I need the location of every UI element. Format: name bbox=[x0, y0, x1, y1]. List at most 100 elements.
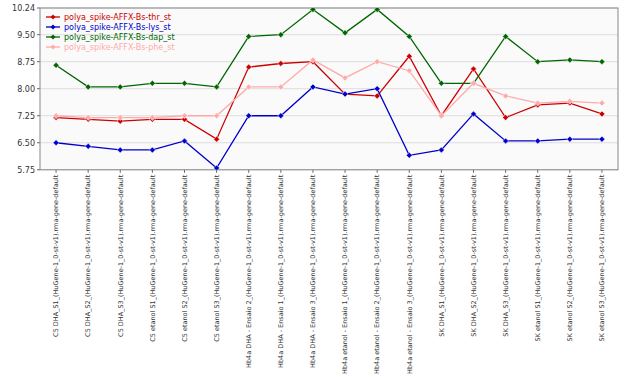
marker bbox=[182, 138, 188, 144]
x-tick-label: SK etanol S2_(HuGene-1_0-st-v1).rma-gene… bbox=[566, 174, 574, 341]
legend-marker bbox=[51, 15, 56, 20]
x-tick-label: C5 etanol S2_(HuGene-1_0-st-v1).rma-gene… bbox=[181, 174, 189, 341]
grid-line bbox=[40, 115, 618, 116]
marker bbox=[342, 75, 348, 81]
legend-marker bbox=[51, 45, 56, 50]
x-tick-label: SK DHA_S2_(HuGene-1_0-st-v1).rma-gene-de… bbox=[470, 174, 478, 336]
marker bbox=[342, 91, 348, 97]
marker bbox=[53, 113, 59, 119]
legend-marker bbox=[51, 35, 56, 40]
marker bbox=[471, 66, 477, 72]
series bbox=[53, 8, 605, 90]
y-axis: 5.75 6.50 7.25 8.00 8.75 9.50 10.24 bbox=[12, 4, 40, 175]
series bbox=[53, 53, 605, 142]
marker bbox=[406, 33, 412, 39]
marker bbox=[503, 138, 509, 144]
marker bbox=[406, 152, 412, 158]
x-tick-label: SK etanol S1_(HuGene-1_0-st-v1).rma-gene… bbox=[534, 174, 542, 341]
marker bbox=[374, 8, 380, 12]
marker bbox=[246, 84, 252, 90]
marker bbox=[278, 113, 284, 119]
x-tick-label: Hb4a etanol - Ensaio 2_(HuGene-1_0-st-v1… bbox=[373, 174, 381, 374]
y-tick-label: 6.50 bbox=[17, 139, 35, 148]
series bbox=[53, 84, 605, 170]
x-tick-label: C5 DHA_S2_(HuGene-1_0-st-v1).rma-gene-de… bbox=[84, 174, 92, 337]
marker bbox=[342, 91, 348, 97]
legend-label: polya_spike-AFFX-Bs-phe_st bbox=[64, 43, 175, 52]
marker bbox=[471, 111, 477, 117]
y-tick-label: 9.50 bbox=[17, 31, 35, 40]
x-tick-label: SK DHA_S1_(HuGene-1_0-st-v1).rma-gene-de… bbox=[438, 174, 446, 336]
marker bbox=[278, 84, 284, 90]
marker bbox=[535, 100, 541, 106]
x-tick-label: Hb4a DHA - Ensaio 3_(HuGene-1_0-st-v1).r… bbox=[309, 174, 317, 368]
grid bbox=[40, 8, 618, 170]
marker bbox=[567, 136, 573, 142]
marker bbox=[535, 59, 541, 65]
marker bbox=[503, 33, 509, 39]
marker bbox=[117, 84, 123, 90]
marker bbox=[406, 68, 412, 74]
grid-line bbox=[40, 142, 618, 143]
marker bbox=[214, 113, 220, 119]
grid-line bbox=[40, 61, 618, 62]
marker bbox=[471, 80, 477, 86]
marker bbox=[53, 62, 59, 68]
x-tick-label: C5 etanol S3_(HuGene-1_0-st-v1).rma-gene… bbox=[213, 174, 221, 341]
x-tick-label: C5 DHA_S3_(HuGene-1_0-st-v1).rma-gene-de… bbox=[117, 174, 125, 337]
marker bbox=[438, 80, 444, 86]
y-tick-label: 7.25 bbox=[17, 112, 35, 121]
marker bbox=[149, 80, 155, 86]
y-tick-label: 5.75 bbox=[17, 166, 35, 175]
legend: polya_spike-AFFX-Bs-thr_stpolya_spike-AF… bbox=[46, 13, 175, 52]
plot-frame bbox=[40, 8, 618, 170]
legend-label: polya_spike-AFFX-Bs-thr_st bbox=[64, 13, 171, 22]
marker bbox=[53, 140, 59, 146]
marker bbox=[214, 165, 220, 170]
x-tick-label: SK DHA_S3_(HuGene-1_0-st-v1).rma-gene-de… bbox=[502, 174, 510, 336]
marker bbox=[567, 57, 573, 63]
x-tick-label: Hb4a etanol - Ensaio 1_(HuGene-1_0-st-v1… bbox=[341, 174, 349, 374]
y-tick-label: 8.00 bbox=[17, 85, 35, 94]
marker bbox=[278, 60, 284, 66]
series-line bbox=[56, 60, 602, 118]
marker bbox=[535, 138, 541, 144]
x-tick-label: SK etanol S3_(HuGene-1_0-st-v1).rma-gene… bbox=[598, 174, 606, 341]
x-tick-label: Hb4a etanol - Ensaio 3_(HuGene-1_0-st-v1… bbox=[406, 174, 414, 374]
marker bbox=[85, 115, 91, 121]
marker bbox=[214, 136, 220, 142]
marker bbox=[374, 59, 380, 65]
series bbox=[53, 57, 605, 121]
y-tick-label: 8.75 bbox=[17, 58, 35, 67]
marker bbox=[310, 57, 316, 63]
marker bbox=[182, 80, 188, 86]
marker bbox=[182, 113, 188, 119]
marker bbox=[503, 115, 509, 121]
marker bbox=[503, 93, 509, 99]
series-group bbox=[53, 8, 605, 170]
marker bbox=[214, 84, 220, 90]
marker bbox=[246, 33, 252, 39]
x-tick-label: Hb4a DHA - Ensaio 2_(HuGene-1_0-st-v1).r… bbox=[245, 174, 253, 368]
legend-marker bbox=[51, 25, 56, 30]
series-line bbox=[56, 56, 602, 139]
series-line bbox=[56, 9, 602, 86]
marker bbox=[310, 84, 316, 90]
marker bbox=[278, 32, 284, 38]
marker bbox=[149, 115, 155, 121]
legend-label: polya_spike-AFFX-Bs-lys_st bbox=[64, 23, 171, 32]
plot-area bbox=[40, 8, 618, 170]
marker bbox=[246, 64, 252, 70]
x-tick-label: Hb4a DHA - Ensaio 1_(HuGene-1_0-st-v1).r… bbox=[277, 174, 285, 368]
marker bbox=[117, 147, 123, 153]
marker bbox=[310, 8, 316, 12]
marker bbox=[342, 30, 348, 36]
marker bbox=[599, 136, 605, 142]
marker bbox=[438, 147, 444, 153]
marker bbox=[117, 115, 123, 121]
marker bbox=[406, 53, 412, 59]
x-tick-labels: C5 DHA_S1_(HuGene-1_0-st-v1).rma-gene-de… bbox=[52, 174, 606, 374]
marker bbox=[149, 147, 155, 153]
y-tick-label: 10.24 bbox=[12, 4, 35, 13]
grid-line bbox=[40, 88, 618, 89]
